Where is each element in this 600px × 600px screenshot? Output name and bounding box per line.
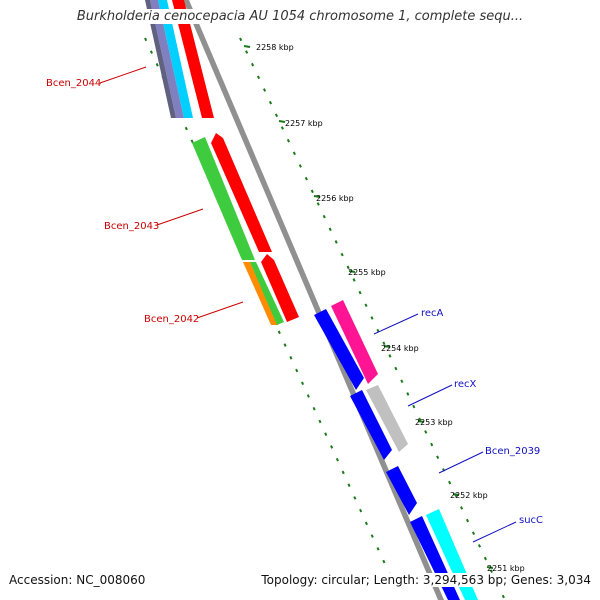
map-title: Burkholderia cenocepacia AU 1054 chromos… [0, 9, 600, 24]
gene-label-bcen-2043[interactable]: Bcen_2043 [104, 221, 159, 232]
feature-bcen-2044-cyan[interactable] [158, 0, 193, 118]
gene-label-bcen-2042[interactable]: Bcen_2042 [144, 314, 199, 325]
feature-bcen-2042-orange[interactable] [243, 262, 278, 325]
left-gene-labels: Bcen_2044 Bcen_2043 Bcen_2042 [46, 66, 244, 325]
gene-label-succ[interactable]: sucC [519, 515, 543, 526]
leader-line-bcen-2043 [156, 208, 204, 226]
accession-text: Accession: NC_008060 [9, 573, 146, 587]
kbp-label-2254: 2254 kbp [381, 344, 419, 353]
kbp-label-2257: 2257 kbp [285, 119, 323, 128]
leader-line-succ [472, 521, 517, 543]
feature-bcen-2044-purple[interactable] [150, 0, 184, 118]
feature-bcen-2039-blue[interactable] [386, 466, 417, 515]
feature-red-lower[interactable] [261, 254, 299, 322]
kbp-label-2252: 2252 kbp [450, 491, 488, 500]
feature-recx-blue[interactable] [350, 390, 392, 460]
leader-line-recx [407, 384, 453, 407]
leader-line-bcen-2042 [196, 301, 244, 319]
gene-label-recx[interactable]: recX [454, 379, 477, 390]
leader-line-bcen-2039 [438, 451, 484, 474]
feature-red-middle[interactable] [211, 133, 272, 252]
kbp-label-2255: 2255 kbp [348, 268, 386, 277]
gene-label-bcen-2044[interactable]: Bcen_2044 [46, 78, 101, 89]
outer-scale-rail [239, 37, 506, 600]
feature-reca-blue[interactable] [314, 309, 364, 390]
leader-line-reca [373, 313, 419, 335]
feature-bcen-2044-gray[interactable] [145, 0, 176, 118]
scale-labels: 2258 kbp 2257 kbp 2256 kbp 2255 kbp 2254… [256, 43, 525, 573]
kbp-label-2251: 2251 kbp [487, 564, 525, 573]
feature-recx-gray[interactable] [366, 385, 408, 452]
feature-red-top[interactable] [172, 0, 214, 118]
kbp-label-2253: 2253 kbp [415, 418, 453, 427]
feature-reca-pink[interactable] [331, 300, 378, 384]
gene-label-reca[interactable]: recA [421, 308, 444, 319]
kbp-label-2256: 2256 kbp [316, 194, 354, 203]
feature-bcen-2043-green[interactable] [192, 137, 255, 260]
leader-line-bcen-2044 [99, 66, 147, 84]
topology-text: Topology: circular; Length: 3,294,563 bp… [261, 573, 591, 587]
kbp-label-2258: 2258 kbp [256, 43, 294, 52]
feature-bcen-2042-green[interactable] [250, 262, 284, 325]
right-gene-labels: recA recX Bcen_2039 sucC [373, 308, 543, 543]
major-ticks [243, 45, 494, 569]
gene-label-bcen-2039[interactable]: Bcen_2039 [485, 446, 540, 457]
chromosome-backbone [183, 0, 444, 600]
